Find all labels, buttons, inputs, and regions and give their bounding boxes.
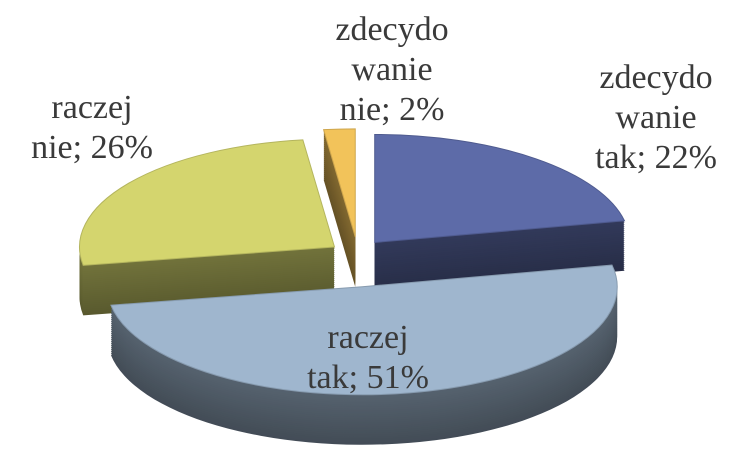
pie-slice xyxy=(322,128,356,237)
pie-slice xyxy=(374,133,626,244)
data-label: zdecydowanie tak; 22% xyxy=(595,59,717,176)
pie-slice xyxy=(110,264,618,396)
data-label: zdecydowanie nie; 2% xyxy=(335,11,449,128)
data-label: raczej tak; 51% xyxy=(307,319,429,396)
data-label: raczej nie; 26% xyxy=(31,89,153,166)
pie-slice xyxy=(79,139,336,266)
